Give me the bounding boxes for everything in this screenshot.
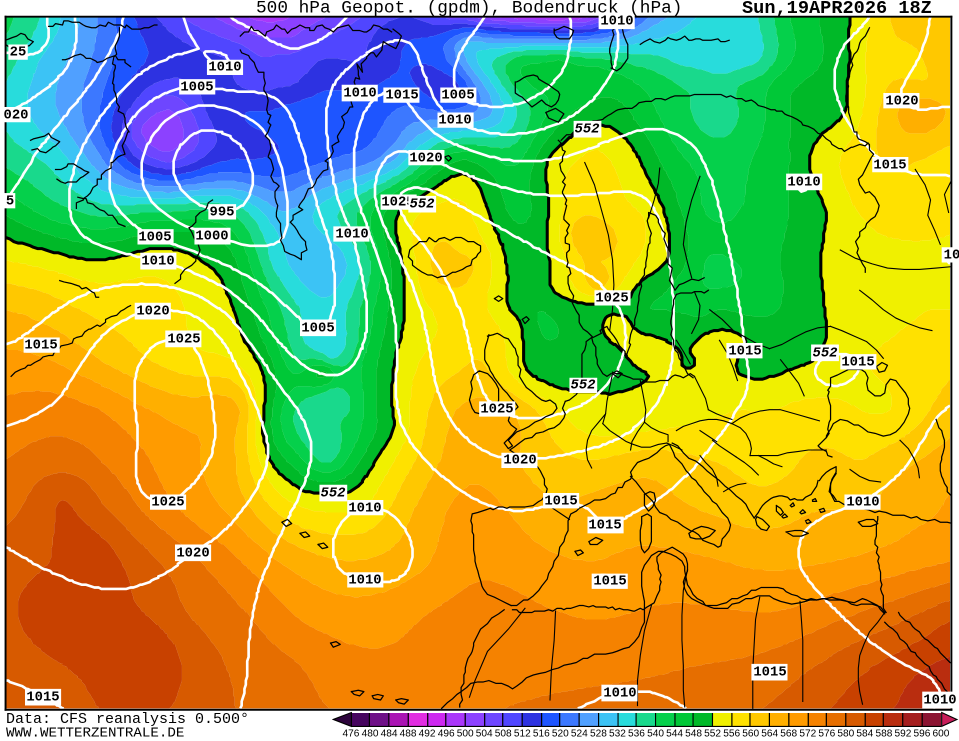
svg-text:500: 500 [457,729,474,740]
svg-text:552: 552 [571,378,597,394]
svg-text:1015: 1015 [873,158,906,174]
svg-text:1015: 1015 [593,574,626,590]
svg-text:480: 480 [362,729,379,740]
svg-text:536: 536 [628,729,645,740]
svg-text:1020: 1020 [503,453,536,469]
svg-text:1015: 1015 [26,690,59,706]
svg-text:500 hPa Geopot. (gpdm), Bodend: 500 hPa Geopot. (gpdm), Bodendruck (hPa) [256,0,682,19]
svg-text:528: 528 [590,729,607,740]
svg-text:1010: 1010 [208,60,241,76]
svg-text:Data: CFS reanalysis 0.500°: Data: CFS reanalysis 0.500° [6,711,249,728]
svg-text:552: 552 [321,486,347,502]
svg-text:1010: 1010 [603,686,636,702]
svg-text:540: 540 [647,729,664,740]
svg-text:10: 10 [944,248,959,264]
svg-text:1015: 1015 [841,355,874,371]
svg-text:476: 476 [343,729,360,740]
svg-text:1015: 1015 [728,344,761,360]
svg-text:1005: 1005 [441,88,474,104]
svg-text:1010: 1010 [343,86,376,102]
svg-text:524: 524 [571,729,588,740]
svg-text:1020: 1020 [409,151,442,167]
svg-text:1005: 1005 [138,230,171,246]
svg-text:504: 504 [476,729,493,740]
svg-text:484: 484 [381,729,398,740]
svg-text:544: 544 [666,729,683,740]
svg-text:592: 592 [894,729,911,740]
svg-text:1005: 1005 [180,80,213,96]
svg-text:512: 512 [514,729,531,740]
svg-text:508: 508 [495,729,512,740]
svg-text:552: 552 [575,122,601,138]
svg-text:552: 552 [410,197,436,213]
svg-text:1015: 1015 [753,665,786,681]
svg-text:25: 25 [10,45,27,61]
svg-text:5: 5 [6,194,14,210]
svg-text:576: 576 [818,729,835,740]
svg-text:1015: 1015 [24,338,57,354]
svg-text:564: 564 [761,729,778,740]
svg-text:1010: 1010 [348,573,381,589]
svg-text:1025: 1025 [167,332,200,348]
svg-text:WWW.WETTERZENTRALE.DE: WWW.WETTERZENTRALE.DE [6,726,184,741]
svg-text:1010: 1010 [787,175,820,191]
svg-text:552: 552 [704,729,721,740]
svg-text:560: 560 [742,729,759,740]
svg-text:492: 492 [419,729,436,740]
svg-text:Sun,19APR2026 18Z: Sun,19APR2026 18Z [742,0,932,19]
svg-text:596: 596 [914,729,931,740]
svg-text:1025: 1025 [151,495,184,511]
svg-text:548: 548 [685,729,702,740]
svg-text:1020: 1020 [885,94,918,110]
svg-text:1020: 1020 [136,304,169,320]
svg-text:496: 496 [438,729,455,740]
svg-text:1015: 1015 [544,494,577,510]
svg-text:516: 516 [533,729,550,740]
svg-text:1010: 1010 [438,113,471,129]
svg-text:1005: 1005 [301,321,334,337]
svg-text:568: 568 [780,729,797,740]
svg-text:995: 995 [210,205,235,221]
svg-text:1010: 1010 [600,14,633,30]
svg-text:1010: 1010 [335,227,368,243]
svg-text:1020: 1020 [176,546,209,562]
svg-text:588: 588 [875,729,892,740]
svg-text:584: 584 [856,729,873,740]
svg-text:1010: 1010 [923,693,956,709]
svg-text:020: 020 [4,108,29,124]
svg-text:1015: 1015 [385,88,418,104]
svg-text:600: 600 [933,729,950,740]
svg-text:556: 556 [723,729,740,740]
svg-text:1025: 1025 [595,291,628,307]
svg-text:1010: 1010 [846,495,879,511]
svg-text:1025: 1025 [381,195,414,211]
svg-text:488: 488 [400,729,417,740]
svg-text:1010: 1010 [348,501,381,517]
svg-text:580: 580 [837,729,854,740]
svg-text:1015: 1015 [588,518,621,534]
svg-text:572: 572 [799,729,816,740]
svg-text:1000: 1000 [195,229,228,245]
svg-text:552: 552 [813,346,839,362]
svg-text:1025: 1025 [480,402,513,418]
svg-text:520: 520 [552,729,569,740]
svg-text:1010: 1010 [141,254,174,270]
svg-text:532: 532 [609,729,626,740]
